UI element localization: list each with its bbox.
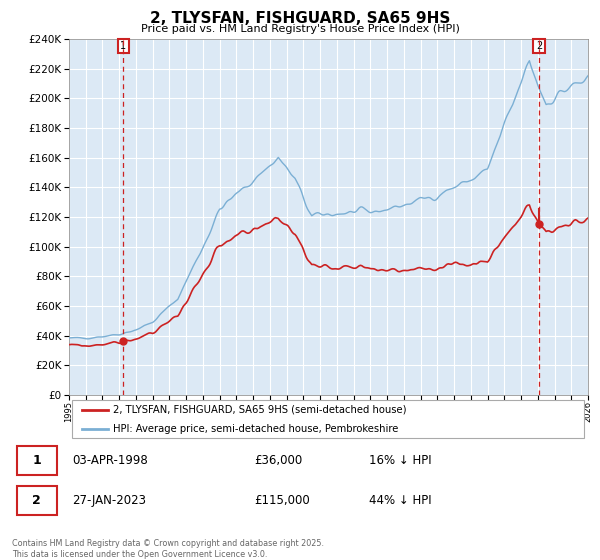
Text: 16% ↓ HPI: 16% ↓ HPI	[369, 454, 432, 467]
Text: Contains HM Land Registry data © Crown copyright and database right 2025.
This d: Contains HM Land Registry data © Crown c…	[12, 539, 324, 559]
Text: 2: 2	[536, 41, 542, 51]
Text: 2, TLYSFAN, FISHGUARD, SA65 9HS (semi-detached house): 2, TLYSFAN, FISHGUARD, SA65 9HS (semi-de…	[113, 405, 407, 415]
Text: 03-APR-1998: 03-APR-1998	[73, 454, 148, 467]
Text: £36,000: £36,000	[254, 454, 302, 467]
Text: 44% ↓ HPI: 44% ↓ HPI	[369, 494, 432, 507]
Text: Price paid vs. HM Land Registry's House Price Index (HPI): Price paid vs. HM Land Registry's House …	[140, 24, 460, 34]
FancyBboxPatch shape	[17, 446, 57, 475]
Text: HPI: Average price, semi-detached house, Pembrokeshire: HPI: Average price, semi-detached house,…	[113, 423, 398, 433]
Text: 27-JAN-2023: 27-JAN-2023	[73, 494, 146, 507]
Text: 2: 2	[32, 494, 41, 507]
FancyBboxPatch shape	[71, 400, 584, 438]
Text: 1: 1	[32, 454, 41, 467]
FancyBboxPatch shape	[17, 486, 57, 515]
Text: 2, TLYSFAN, FISHGUARD, SA65 9HS: 2, TLYSFAN, FISHGUARD, SA65 9HS	[150, 11, 450, 26]
Text: £115,000: £115,000	[254, 494, 310, 507]
Text: 1: 1	[121, 41, 127, 51]
